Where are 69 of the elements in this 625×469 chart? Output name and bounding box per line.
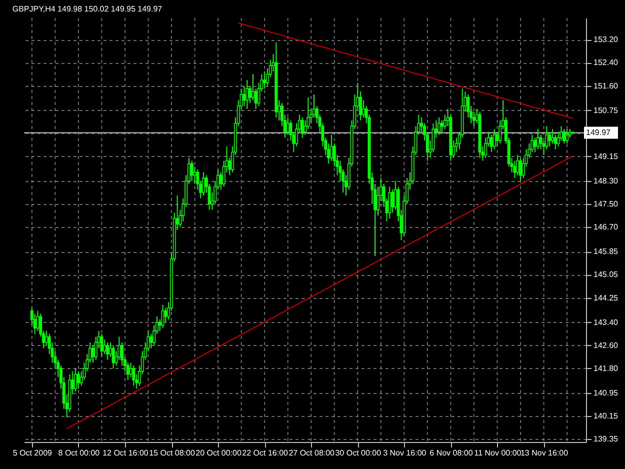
x-tick-label: 22 Oct 16:00 — [242, 448, 289, 458]
candlestick — [106, 342, 110, 360]
candlestick — [438, 117, 441, 136]
y-tick-label: 140.15 — [594, 412, 619, 421]
candlestick — [44, 330, 48, 346]
x-tick-label: 15 Oct 08:00 — [149, 448, 196, 458]
x-tick-label: 12 Oct 16:00 — [102, 448, 149, 458]
x-tick-label: 20 Oct 00:00 — [196, 448, 242, 458]
y-tick-label: 148.30 — [594, 176, 619, 186]
candlestick — [246, 80, 249, 110]
candlestick — [300, 117, 304, 138]
y-tick-label: 140.95 — [594, 388, 619, 398]
candlestick — [492, 128, 496, 150]
x-tick-label: 30 Oct 00:00 — [335, 448, 382, 458]
ref-line-label: 149.97 — [586, 128, 612, 137]
y-tick-label: 150.75 — [594, 106, 619, 115]
candlestick — [161, 304, 164, 329]
candlestick — [190, 160, 194, 182]
candlestick — [242, 85, 246, 106]
y-tick-label: 143.40 — [594, 318, 619, 327]
x-tick-label: 11 Nov 00:00 — [474, 448, 522, 458]
y-tick-label: 144.25 — [594, 293, 619, 302]
candlestick — [330, 134, 333, 162]
candlestick — [76, 370, 80, 390]
y-tick-label: 153.20 — [594, 35, 619, 44]
candlestick — [74, 368, 78, 392]
x-tick-label: 27 Oct 08:00 — [288, 448, 336, 458]
y-tick-label: 141.80 — [594, 364, 619, 373]
candlestick — [91, 344, 94, 364]
y-tick-label: 147.50 — [594, 200, 619, 209]
candlestick — [263, 70, 266, 90]
y-tick-label: 145.05 — [594, 270, 619, 280]
candlestick — [534, 137, 537, 153]
candlestick — [362, 100, 365, 118]
candlestick — [36, 310, 40, 332]
candlestick — [103, 339, 106, 355]
candlestick — [100, 333, 104, 358]
y-tick-label: 142.60 — [594, 340, 619, 350]
candlestick — [562, 128, 566, 144]
candlestick — [202, 172, 205, 196]
candlestick — [513, 160, 516, 179]
candlestick — [516, 154, 520, 176]
candlestick — [388, 186, 392, 219]
x-tick-label: 3 Nov 16:00 — [383, 448, 427, 458]
x-tick-label: 8 Oct 00:00 — [58, 448, 100, 458]
x-tick-label: 13 Nov 16:00 — [520, 448, 569, 458]
candlestick — [391, 189, 394, 214]
candlestick — [112, 344, 115, 369]
candlestick — [440, 120, 444, 132]
y-tick-label: 145.85 — [594, 247, 619, 256]
y-tick-label: 149.15 — [594, 152, 619, 161]
candlestick — [251, 74, 254, 101]
y-tick-label: 152.40 — [594, 58, 619, 68]
candlestick — [548, 131, 552, 147]
candlestick — [536, 128, 540, 150]
y-tick-label: 146.70 — [594, 222, 619, 232]
y-tick-label: 151.60 — [594, 81, 619, 90]
candlestick — [490, 134, 493, 153]
chart-title: GBPJPY,H4 149.98 150.02 149.95 149.97 — [12, 4, 163, 14]
candlestick — [551, 128, 554, 144]
y-tick-label: 139.35 — [594, 434, 619, 444]
line-series — [66, 156, 574, 430]
candlestick — [519, 157, 522, 182]
candlestick — [132, 365, 136, 386]
candlestick — [150, 333, 153, 349]
candlestick — [566, 128, 569, 144]
x-tick-label: 6 Nov 08:00 — [430, 448, 474, 458]
line-series — [238, 22, 574, 119]
x-tick-label: 5 Oct 2009 — [12, 448, 53, 458]
